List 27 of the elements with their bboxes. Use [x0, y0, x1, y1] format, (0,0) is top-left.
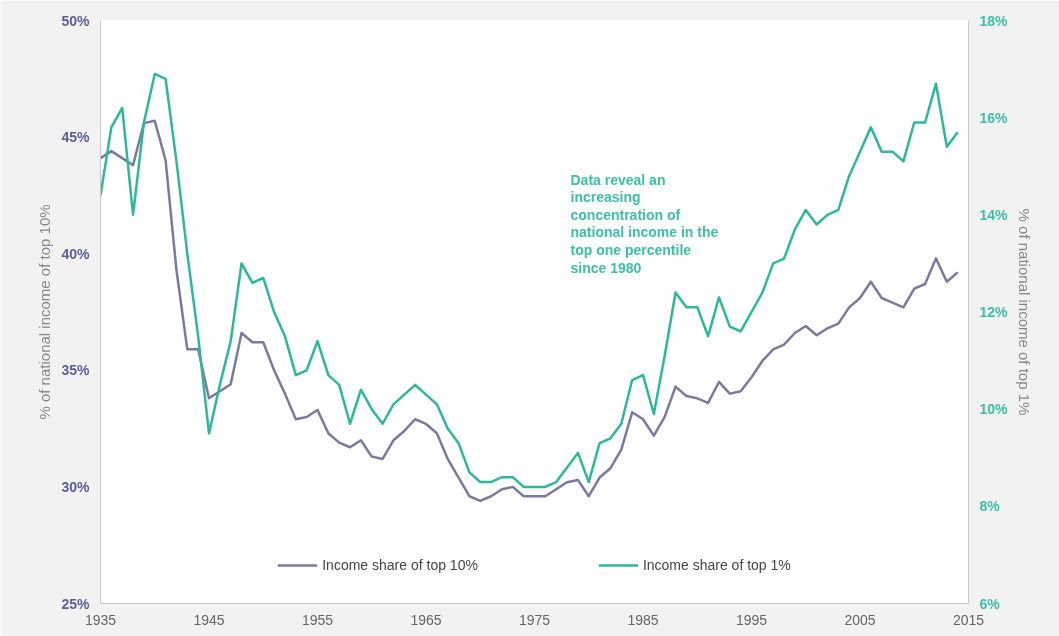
y-tick-label: 45%	[61, 129, 91, 146]
y2-tick-label: 6%	[979, 595, 1001, 612]
y2-tick-label: 14%	[979, 206, 1009, 223]
y2-tick-label: 10%	[979, 401, 1009, 418]
x-tick-label: 1975	[518, 611, 551, 628]
legend-label: Income share of top 1%	[642, 557, 791, 573]
legend-label: Income share of top 10%	[322, 557, 478, 573]
y-tick-label: 50%	[61, 12, 91, 29]
y-tick-label: 35%	[61, 362, 91, 379]
x-tick-label: 1965	[410, 611, 442, 628]
y-tick-label: 40%	[61, 245, 91, 262]
y-axis-title: % of national income of top 10%	[36, 204, 54, 420]
x-tick-label: 1955	[301, 611, 334, 628]
x-tick-label: 1935	[84, 611, 117, 628]
x-tick-label: 1945	[193, 611, 225, 628]
x-tick-label: 2015	[952, 611, 985, 628]
x-tick-label: 1995	[735, 611, 768, 628]
x-tick-label: 2005	[844, 611, 876, 628]
y2-axis-title: % of national income of top 1%	[1015, 208, 1033, 416]
y2-tick-label: 18%	[979, 12, 1009, 29]
y-tick-label: 30%	[61, 478, 91, 495]
y2-tick-label: 8%	[979, 498, 1001, 515]
y2-tick-label: 16%	[979, 109, 1009, 126]
x-tick-label: 1985	[627, 611, 659, 628]
y2-tick-label: 12%	[979, 304, 1009, 320]
y-tick-label: 25%	[61, 595, 91, 612]
annotation: Data reveal an increasing concentration of national income in the top one percentile since 1980	[570, 171, 719, 276]
